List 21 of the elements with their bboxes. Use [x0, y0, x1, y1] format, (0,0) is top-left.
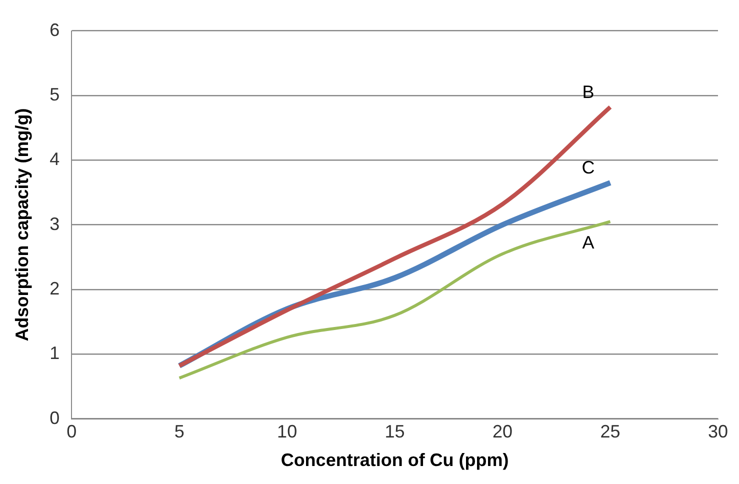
y-tick-label: 2: [50, 278, 60, 298]
x-tick-label: 0: [66, 422, 77, 442]
x-tick-label: 10: [277, 422, 298, 442]
series-label: B: [582, 82, 594, 102]
x-tick-label: 30: [708, 422, 728, 442]
x-axis-title: Concentration of Cu (ppm): [280, 450, 509, 470]
x-tick-label: 15: [384, 422, 405, 442]
y-tick-label: 4: [50, 149, 60, 170]
y-tick-label: 1: [50, 343, 60, 364]
line-series: [177, 105, 612, 368]
x-tick-label: 5: [174, 422, 184, 442]
series-label: C: [582, 158, 595, 178]
series-label: A: [582, 232, 594, 253]
y-tick-label: 5: [50, 84, 60, 104]
y-tick-label: 0: [50, 408, 60, 428]
y-tick-label: 6: [50, 20, 60, 40]
y-tick-label: 3: [50, 214, 60, 234]
x-tick-label: 25: [600, 422, 620, 442]
line-series: [178, 220, 612, 380]
x-tick-label: 20: [492, 422, 513, 442]
y-axis-title: Adsorption capacity (mg/g): [12, 108, 32, 342]
